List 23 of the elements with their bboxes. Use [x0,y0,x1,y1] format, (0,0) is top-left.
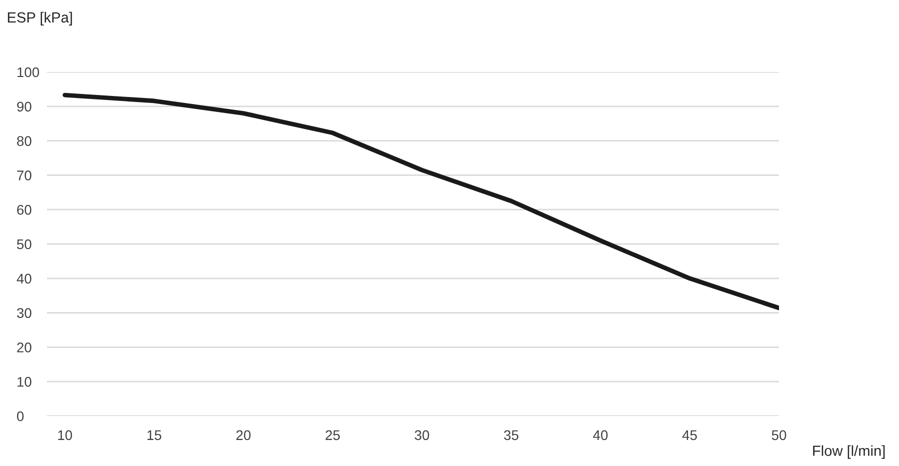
y-tick-label: 50 [17,239,32,250]
x-axis-title: Flow [l/min] [813,445,885,459]
y-tick-label: 70 [17,170,32,180]
y-tick-label: 30 [16,308,32,318]
x-tick-label: 15 [147,430,162,440]
x-tick-label: 50 [772,430,786,440]
x-tick-label: 20 [236,430,251,440]
y-tick-label: 80 [17,136,32,146]
x-tick-label: 35 [504,430,518,440]
x-tick-label: 40 [593,430,608,440]
y-tick-label: 90 [17,102,32,112]
x-tick-label: 30 [414,430,430,440]
y-tick-label: 40 [16,274,32,284]
line-series [62,92,779,310]
x-tick-label: 10 [58,430,72,440]
y-tick-label: 60 [17,204,32,215]
y-axis-title: ESP [kPa] [8,12,72,26]
x-tick-label: 25 [326,430,340,440]
y-tick-label: 10 [18,376,32,387]
y-tick-label: 0 [16,411,24,422]
x-tick-label: 45 [682,430,697,440]
y-tick-label: 20 [17,342,32,352]
y-tick-label: 100 [18,67,40,78]
